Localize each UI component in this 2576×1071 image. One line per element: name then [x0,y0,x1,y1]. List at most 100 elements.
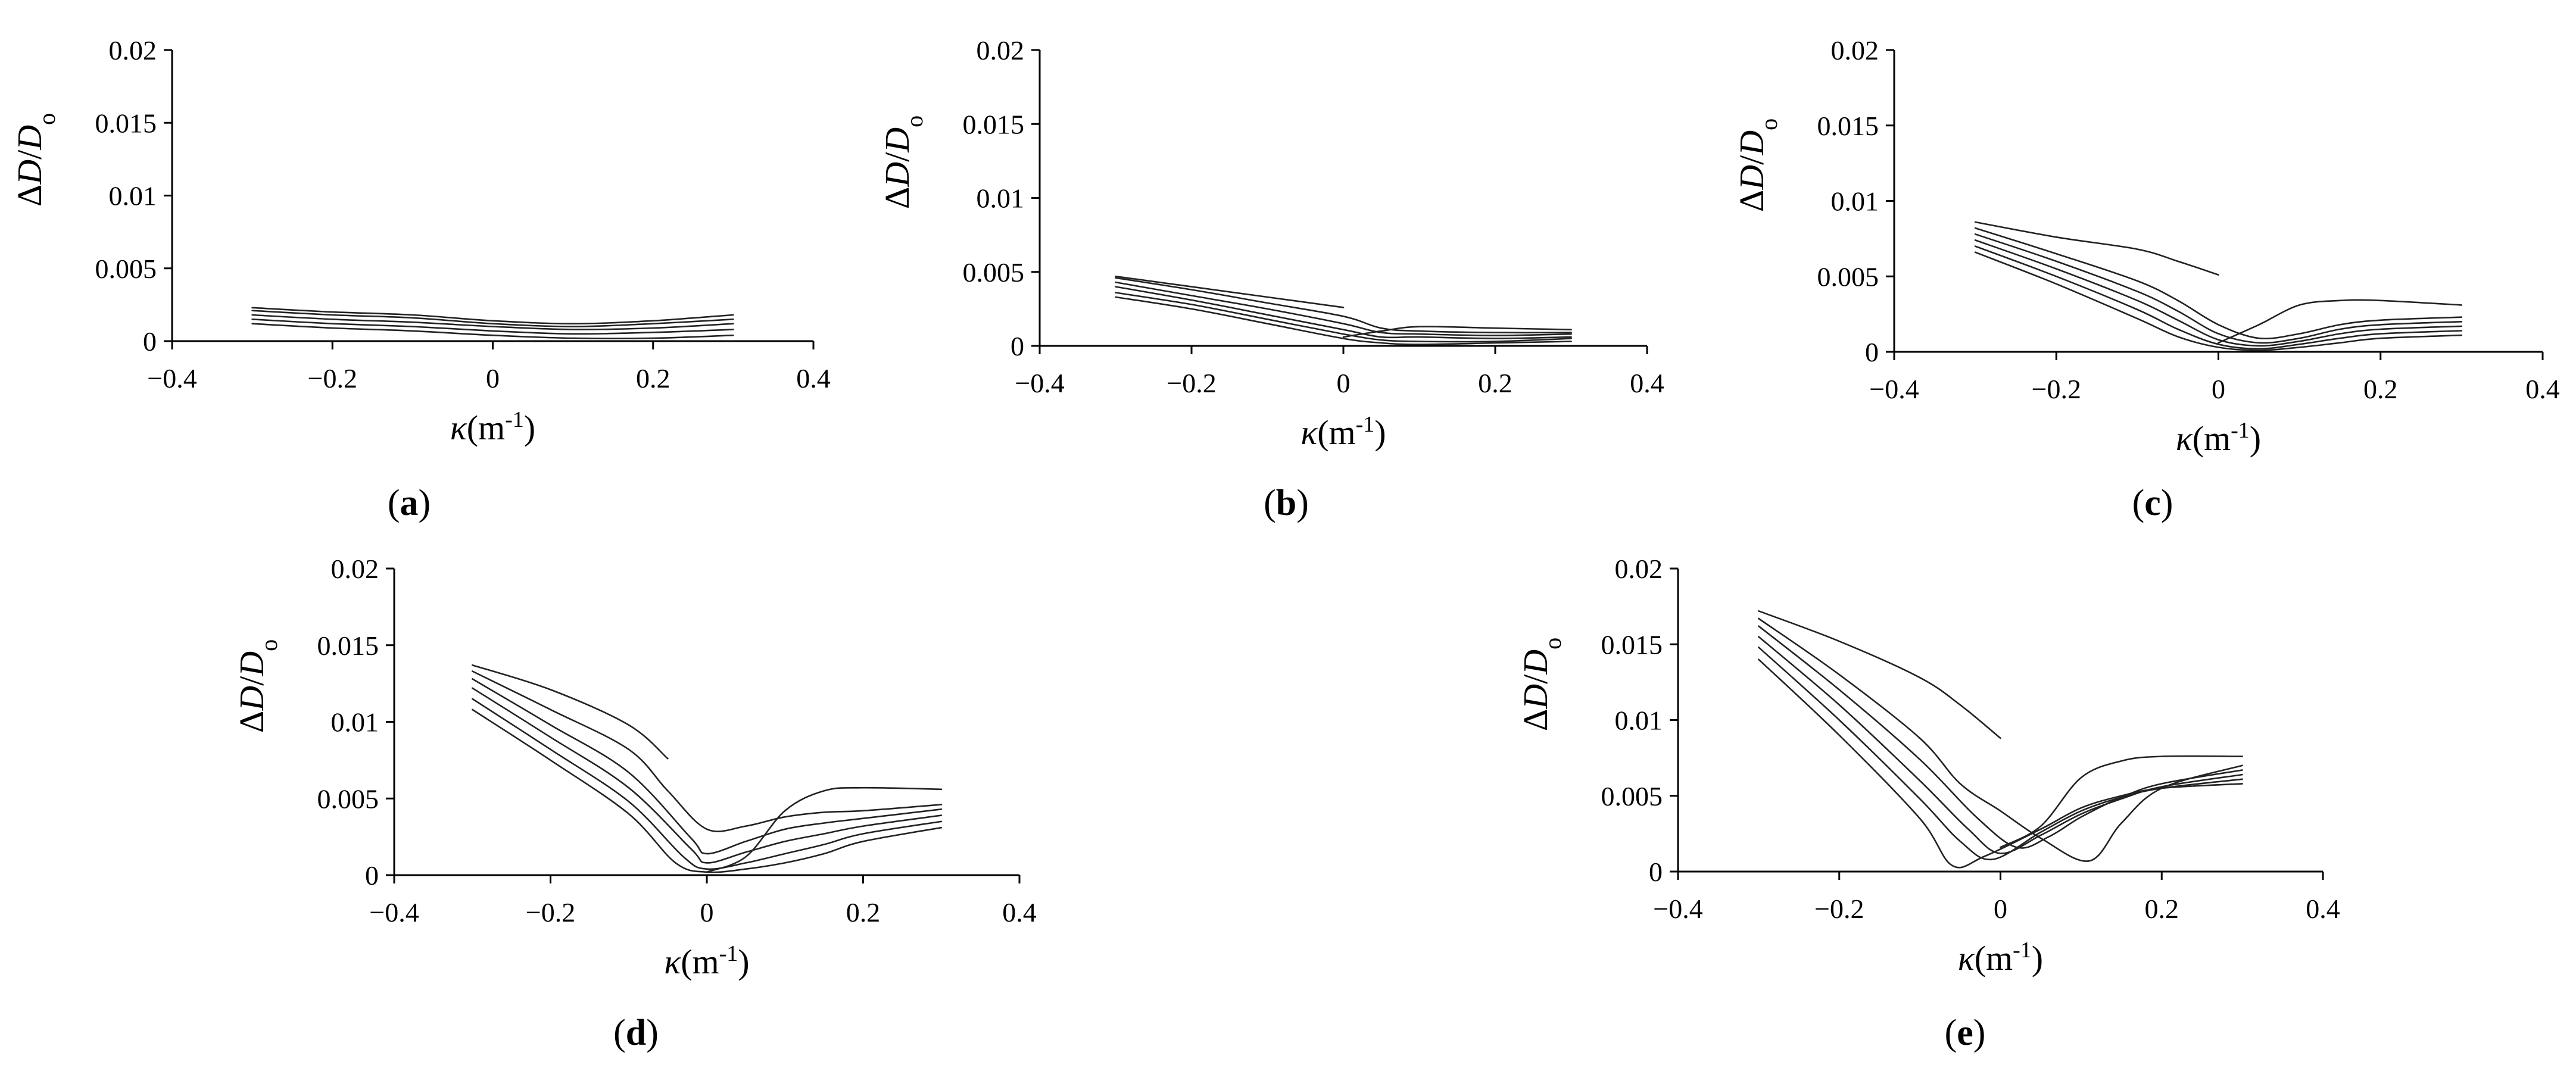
x-axis-label: κ(m-1) [1301,412,1386,452]
x-tick-label: 0.4 [796,363,831,394]
x-tick-label: −0.4 [147,363,197,394]
y-axis-label: ΔD/Do [1516,638,1566,731]
series-line-d-1 [472,708,943,873]
series-line-e-4 [1758,625,2243,849]
chart-panel-d: 0 0.005 0.01 0.015 0.02 −0.4 −0.2 0 0.2 0.4 κ(m-1)… [232,554,1037,1053]
x-tick-label: 0.2 [2145,894,2179,924]
x-tick-label: −0.2 [1814,894,1864,924]
x-axis-label: κ(m-1) [2176,418,2261,458]
panel-label-d: (d) [613,1013,659,1053]
series-line-a-3 [251,314,734,330]
series-line-c-1 [1974,251,2463,351]
x-tick-label: 0.2 [1478,368,1512,398]
x-tick-label: −0.4 [1869,374,1919,404]
series-line-d-2 [472,698,943,870]
series-line-c-5 [1974,227,2463,340]
chart-panel-a: 0 0.005 0.01 0.015 0.02 −0.4 −0.2 0 0.2 0.4 κ(m-1)… [10,35,831,523]
y-tick-label: 0.01 [1831,186,1879,217]
series-line-c-2 [1974,245,2463,350]
x-tick-label: −0.2 [526,897,575,928]
panel-label-b: (b) [1264,483,1309,523]
y-tick-label: 0 [143,326,157,357]
series-line-e-5 [1758,617,2243,862]
x-tick-label: 0.4 [2525,374,2560,404]
chart-panel-b: 0 0.005 0.01 0.015 0.02 −0.4 −0.2 0 0.2 0.4 κ(m-1)… [878,35,1664,523]
x-tick-label: 0 [2212,374,2225,404]
y-tick-label: 0 [1649,857,1663,887]
y-tick-label: 0.005 [317,783,379,814]
x-tick-label: 0.2 [636,363,670,394]
series-line-b-7 [1342,326,1572,338]
y-tick-label: 0 [1865,337,1879,367]
x-tick-label: 0.2 [846,897,881,928]
x-tick-label: −0.4 [369,897,419,928]
series-line-e-3 [1758,636,2243,854]
series-line-c-7 [2218,299,2463,344]
x-axis-label: κ(m-1) [1958,938,2043,978]
series-line-b-1 [1115,296,1572,345]
series-line-a-5 [251,307,734,324]
y-axis-label: ΔD/Do [878,115,928,209]
y-tick-label: 0.01 [331,707,379,738]
series-line-e-1 [1758,658,2243,869]
y-tick-label: 0.015 [1817,111,1879,141]
y-tick-label: 0.02 [1831,35,1879,65]
y-tick-label: 0.015 [1601,629,1663,660]
series-line-e-6 [1758,610,2001,739]
series-line-d-5 [472,670,943,832]
series-line-e-2 [1758,647,2243,861]
y-tick-label: 0.01 [977,183,1025,214]
y-tick-label: 0 [365,860,379,891]
y-axis-label: ΔD/Do [10,113,60,207]
series-line-a-1 [251,323,734,339]
x-tick-label: 0.4 [1630,368,1664,398]
x-tick-label: 0.2 [2363,374,2398,404]
x-tick-label: 0.4 [2306,894,2340,924]
y-tick-label: 0.01 [1615,705,1663,736]
y-tick-label: 0.015 [95,108,157,138]
y-tick-label: 0.005 [963,257,1025,288]
x-tick-label: −0.4 [1015,368,1064,398]
series-line-d-3 [472,687,943,864]
series-line-b-2 [1115,292,1572,343]
series-line-c-6 [1974,221,2219,276]
chart-panel-e: 0 0.005 0.01 0.015 0.02 −0.4 −0.2 0 0.2 0.4 κ(m-1)… [1516,554,2340,1053]
y-tick-label: 0.02 [977,35,1025,65]
series-line-b-5 [1115,277,1572,334]
series-line-b-4 [1115,281,1572,336]
x-tick-label: 0.4 [1002,897,1037,928]
x-tick-label: 0 [486,363,500,394]
x-tick-label: −0.2 [1167,368,1216,398]
y-tick-label: 0.015 [963,109,1025,139]
series-line-d-7 [706,786,943,873]
x-axis-label: κ(m-1) [450,407,535,447]
panel-label-a: (a) [388,483,431,523]
y-tick-label: 0 [1011,331,1024,361]
x-tick-label: −0.4 [1653,894,1702,924]
y-tick-label: 0.005 [1601,781,1663,811]
x-axis-label: κ(m-1) [664,941,749,981]
y-axis-label: ΔD/Do [1732,118,1782,212]
y-tick-label: 0.02 [109,35,157,65]
panel-label-c: (c) [2132,483,2173,523]
series-line-b-3 [1115,286,1572,339]
y-axis-label: ΔD/Do [232,639,282,733]
y-tick-label: 0.005 [1817,261,1879,292]
panel-label-e: (e) [1945,1013,1986,1053]
series-line-a-4 [251,310,734,327]
x-tick-label: 0 [1337,368,1351,398]
y-tick-label: 0.01 [109,181,157,211]
series-line-c-3 [1974,239,2463,347]
series-line-a-2 [251,319,734,335]
series-line-d-4 [472,678,943,855]
series-line-e-7 [2000,755,2243,848]
chart-panel-c: 0 0.005 0.01 0.015 0.02 −0.4 −0.2 0 0.2 0.4 κ(m-1)… [1732,35,2560,523]
y-tick-label: 0.02 [331,554,379,584]
x-tick-label: 0 [1994,894,2007,924]
x-tick-label: −0.2 [308,363,357,394]
y-tick-label: 0.015 [317,630,379,661]
series-line-d-6 [472,664,669,760]
series-line-b-6 [1115,275,1345,308]
x-tick-label: 0 [700,897,714,928]
